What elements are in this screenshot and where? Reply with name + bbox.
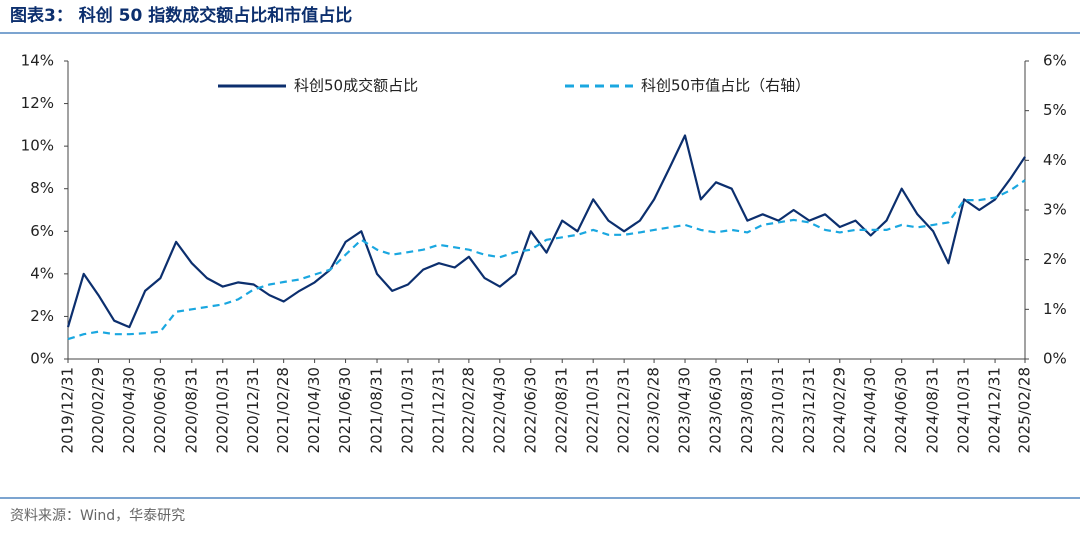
x-tick-label: 2022/02/28 [459,367,477,453]
x-tick-label: 2022/12/31 [615,367,633,453]
y-tick-label: 2% [30,307,54,325]
series-line [67,179,1026,341]
legend-label: 科创50市值占比（右轴） [641,77,810,95]
source: 资料来源：Wind，华泰研究 [10,508,185,524]
x-tick-label: 2021/02/28 [274,367,292,453]
y-tick-label: 14% [21,52,54,70]
x-tick-label: 2021/10/31 [398,367,416,453]
x-tick-label: 2023/10/31 [769,367,787,453]
y2-tick-label: 4% [1043,151,1067,169]
chart-title: 图表3： 科创 50 指数成交额占比和市值占比 [10,5,352,26]
legend-label: 科创50成交额占比 [294,77,418,95]
x-tick-label: 2021/04/30 [305,367,323,453]
x-tick-label: 2020/10/31 [213,367,231,453]
x-tick-label: 2024/06/30 [892,367,910,453]
y-tick-label: 6% [30,222,54,240]
x-tick-label: 2024/02/29 [830,367,848,453]
x-tick-label: 2021/12/31 [429,367,447,453]
y-tick-label: 8% [30,179,54,197]
x-tick-label: 2021/08/31 [368,367,386,453]
x-tick-label: 2024/08/31 [924,367,942,453]
x-tick-label: 2023/06/30 [706,367,724,453]
x-tick-label: 2020/04/30 [120,367,138,453]
x-tick-label: 2023/04/30 [676,367,694,453]
x-tick-label: 2023/12/31 [800,367,818,453]
x-tick-label: 2024/04/30 [861,367,879,453]
y2-tick-label: 2% [1043,250,1067,268]
x-tick-label: 2024/12/31 [986,367,1004,453]
x-tick-label: 2023/02/28 [645,367,663,453]
x-tick-label: 2020/08/31 [182,367,200,453]
x-tick-label: 2022/10/31 [584,367,602,453]
x-tick-label: 2024/10/31 [955,367,973,453]
x-tick-label: 2020/06/30 [151,367,169,453]
y2-tick-label: 6% [1043,52,1067,70]
y2-tick-label: 3% [1043,201,1067,219]
y2-tick-label: 1% [1043,300,1067,318]
y2-tick-label: 5% [1043,101,1067,119]
x-tick-label: 2021/06/30 [336,367,354,453]
y-tick-label: 12% [21,94,54,112]
x-tick-label: 2020/12/31 [244,367,262,453]
x-tick-label: 2022/08/31 [553,367,571,453]
x-tick-label: 2023/08/31 [738,367,756,453]
x-tick-label: 2022/04/30 [490,367,508,453]
x-tick-label: 2022/06/30 [521,367,539,453]
x-tick-label: 2020/02/29 [89,367,107,453]
y-tick-label: 0% [30,350,54,368]
y2-tick-label: 0% [1043,350,1067,368]
x-tick-label: 2019/12/31 [59,367,77,453]
y-tick-label: 10% [21,137,54,155]
y-tick-label: 4% [30,264,54,282]
x-tick-label: 2025/02/28 [1016,367,1034,453]
series-line [66,134,1026,329]
